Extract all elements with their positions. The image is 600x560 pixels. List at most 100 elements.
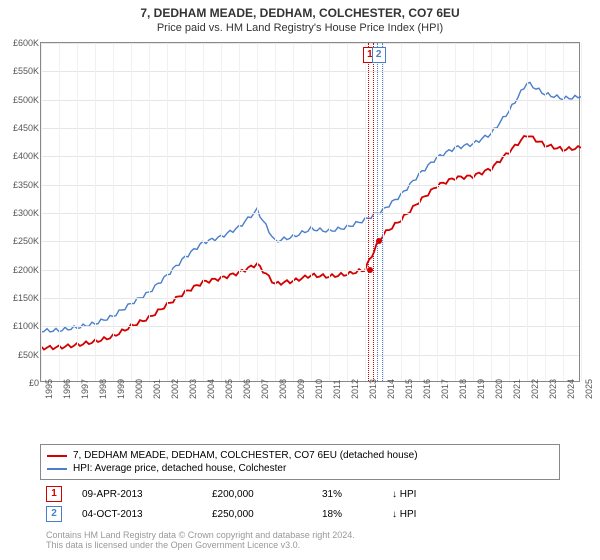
gridline-v	[257, 43, 258, 381]
gridline-h	[41, 270, 579, 271]
legend-row: 7, DEDHAM MEADE, DEDHAM, COLCHESTER, CO7…	[47, 449, 553, 462]
gridline-h	[41, 355, 579, 356]
xtick-label: 1997	[80, 379, 90, 399]
gridline-v	[563, 43, 564, 381]
xtick-label: 2011	[332, 380, 342, 399]
gridline-v	[455, 43, 456, 381]
gridline-h	[41, 298, 579, 299]
gridline-h	[41, 326, 579, 327]
ytick-label: £450K	[3, 123, 39, 133]
gridline-h	[41, 213, 579, 214]
xtick-label: 2004	[206, 379, 216, 399]
xtick-label: 1996	[62, 379, 72, 399]
credits-line-2: This data is licensed under the Open Gov…	[46, 540, 566, 550]
transaction-num: 1	[46, 486, 62, 502]
legend-label: 7, DEDHAM MEADE, DEDHAM, COLCHESTER, CO7…	[73, 450, 418, 461]
transaction-marker-band	[377, 43, 383, 381]
xtick-label: 2017	[440, 379, 450, 399]
transaction-marker-label: 2	[372, 47, 386, 63]
gridline-v	[149, 43, 150, 381]
gridline-v	[473, 43, 474, 381]
xtick-label: 2014	[386, 379, 396, 399]
ytick-label: £150K	[3, 293, 39, 303]
legend-row: HPI: Average price, detached house, Colc…	[47, 462, 553, 475]
xtick-label: 1999	[116, 379, 126, 399]
gridline-v	[59, 43, 60, 381]
ytick-label: £100K	[3, 321, 39, 331]
gridline-v	[95, 43, 96, 381]
gridline-v	[77, 43, 78, 381]
transaction-price: £200,000	[212, 489, 302, 500]
gridline-v	[491, 43, 492, 381]
xtick-label: 2010	[314, 379, 324, 399]
chart-title: 7, DEDHAM MEADE, DEDHAM, COLCHESTER, CO7…	[0, 0, 600, 20]
legend-swatch	[47, 468, 67, 470]
gridline-v	[509, 43, 510, 381]
gridline-v	[185, 43, 186, 381]
gridline-v	[239, 43, 240, 381]
gridline-v	[365, 43, 366, 381]
gridline-v	[329, 43, 330, 381]
xtick-label: 2007	[260, 379, 270, 399]
gridline-v	[527, 43, 528, 381]
transaction-point	[367, 267, 373, 273]
xtick-label: 2003	[188, 379, 198, 399]
xtick-label: 2020	[494, 379, 504, 399]
table-row: 109-APR-2013£200,00031%↓ HPI	[40, 484, 560, 504]
xtick-label: 2015	[404, 379, 414, 399]
xtick-label: 2006	[242, 379, 252, 399]
ytick-label: £550K	[3, 66, 39, 76]
transaction-price: £250,000	[212, 509, 302, 520]
legend: 7, DEDHAM MEADE, DEDHAM, COLCHESTER, CO7…	[40, 444, 560, 480]
gridline-h	[41, 71, 579, 72]
plot: £0£50K£100K£150K£200K£250K£300K£350K£400…	[40, 42, 580, 382]
gridline-v	[401, 43, 402, 381]
gridline-v	[437, 43, 438, 381]
credits-line-1: Contains HM Land Registry data © Crown c…	[46, 530, 566, 540]
gridline-v	[275, 43, 276, 381]
xtick-label: 2000	[134, 379, 144, 399]
chart-area: £0£50K£100K£150K£200K£250K£300K£350K£400…	[40, 42, 592, 412]
xtick-label: 2016	[422, 379, 432, 399]
ytick-label: £300K	[3, 208, 39, 218]
gridline-h	[41, 156, 579, 157]
xtick-label: 2023	[548, 379, 558, 399]
transaction-marker-band	[368, 43, 374, 381]
gridline-v	[581, 43, 582, 381]
ytick-label: £0	[3, 378, 39, 388]
gridline-v	[113, 43, 114, 381]
transaction-point	[376, 238, 382, 244]
gridline-h	[41, 241, 579, 242]
ytick-label: £350K	[3, 180, 39, 190]
xtick-label: 2025	[584, 379, 594, 399]
xtick-label: 2013	[368, 379, 378, 399]
gridline-h	[41, 128, 579, 129]
ytick-label: £50K	[3, 350, 39, 360]
credits: Contains HM Land Registry data © Crown c…	[40, 528, 572, 552]
legend-swatch	[47, 455, 67, 457]
transaction-num: 2	[46, 506, 62, 522]
ytick-label: £250K	[3, 236, 39, 246]
gridline-v	[131, 43, 132, 381]
chart-subtitle: Price paid vs. HM Land Registry's House …	[0, 20, 600, 34]
gridline-v	[293, 43, 294, 381]
xtick-label: 2021	[512, 379, 522, 399]
gridline-h	[41, 100, 579, 101]
xtick-label: 2001	[152, 379, 162, 399]
xtick-label: 2018	[458, 379, 468, 399]
gridline-h	[41, 43, 579, 44]
xtick-label: 2012	[350, 379, 360, 399]
legend-label: HPI: Average price, detached house, Colc…	[73, 463, 286, 474]
xtick-label: 1998	[98, 379, 108, 399]
xtick-label: 1995	[44, 379, 54, 399]
transaction-date: 09-APR-2013	[82, 489, 192, 500]
gridline-v	[167, 43, 168, 381]
gridline-v	[41, 43, 42, 381]
transaction-pct: 31%	[322, 489, 372, 500]
transactions-table: 1 09-APR-2013 £200,000 31% ↓ HPI 2 04-OCT-2013…	[40, 484, 560, 524]
transaction-vs: ↓ HPI	[392, 509, 416, 520]
gridline-v	[347, 43, 348, 381]
xtick-label: 2019	[476, 379, 486, 399]
transaction-date: 04-OCT-2013	[82, 509, 192, 520]
gridline-v	[311, 43, 312, 381]
